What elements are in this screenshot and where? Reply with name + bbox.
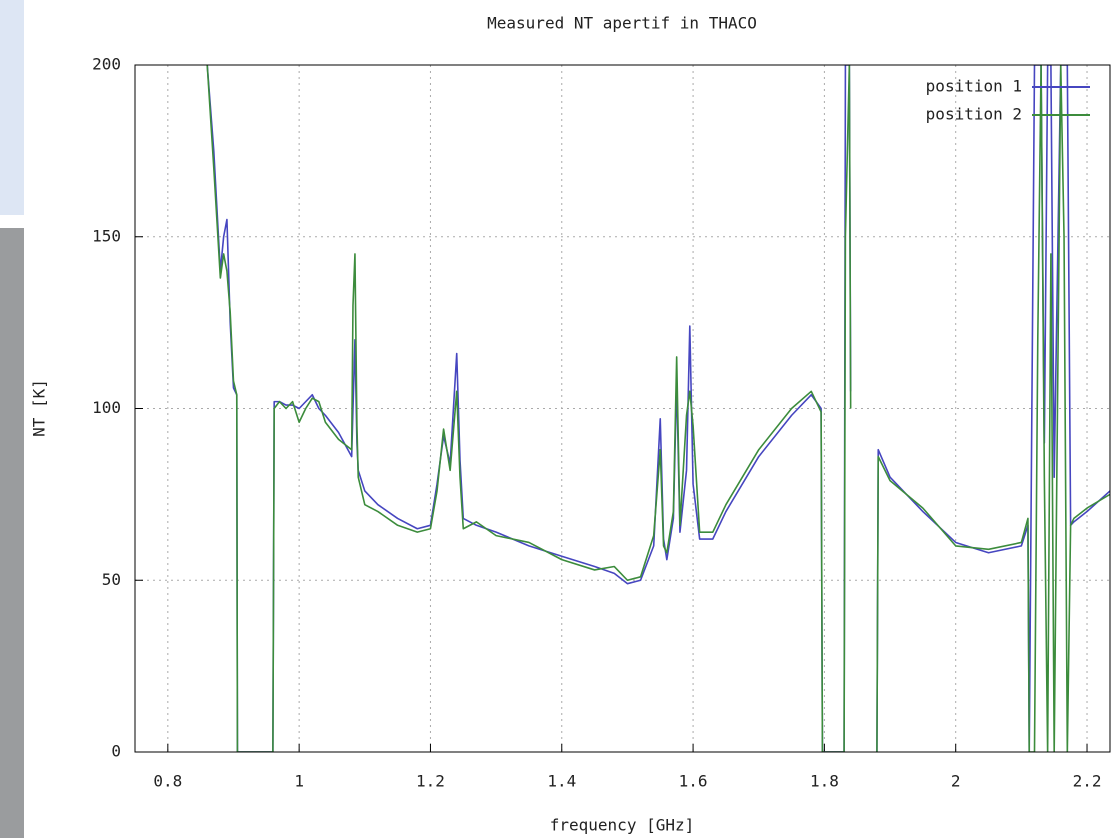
side-decoration — [0, 228, 24, 838]
y-tick-label: 150 — [92, 226, 121, 245]
x-tick-label: 2 — [951, 772, 961, 791]
x-tick-label: 2.2 — [1073, 772, 1102, 791]
plot-frame — [134, 64, 1111, 753]
x-tick-label: 1.2 — [416, 772, 445, 791]
legend: position 1 position 2 — [926, 77, 1090, 124]
x-tick-label: 1 — [294, 772, 304, 791]
legend-label: position 1 — [926, 77, 1022, 96]
y-tick-label: 0 — [111, 742, 121, 761]
x-tick-label: 0.8 — [153, 772, 182, 791]
x-axis-label: frequency [GHz] — [550, 816, 695, 835]
chart-title: Measured NT apertif in THACO — [487, 14, 757, 33]
y-tick-label: 50 — [102, 570, 121, 589]
side-decoration — [0, 0, 24, 215]
y-axis-label: NT [K] — [30, 379, 49, 437]
legend-label: position 2 — [926, 105, 1022, 124]
x-tick-label: 1.6 — [679, 772, 708, 791]
y-tick-label: 100 — [92, 398, 121, 417]
y-tick-label: 200 — [92, 55, 121, 74]
x-tick-label: 1.8 — [810, 772, 839, 791]
series-line — [206, 65, 1110, 752]
x-tick-label: 1.4 — [547, 772, 576, 791]
plot-lines — [206, 65, 1110, 752]
